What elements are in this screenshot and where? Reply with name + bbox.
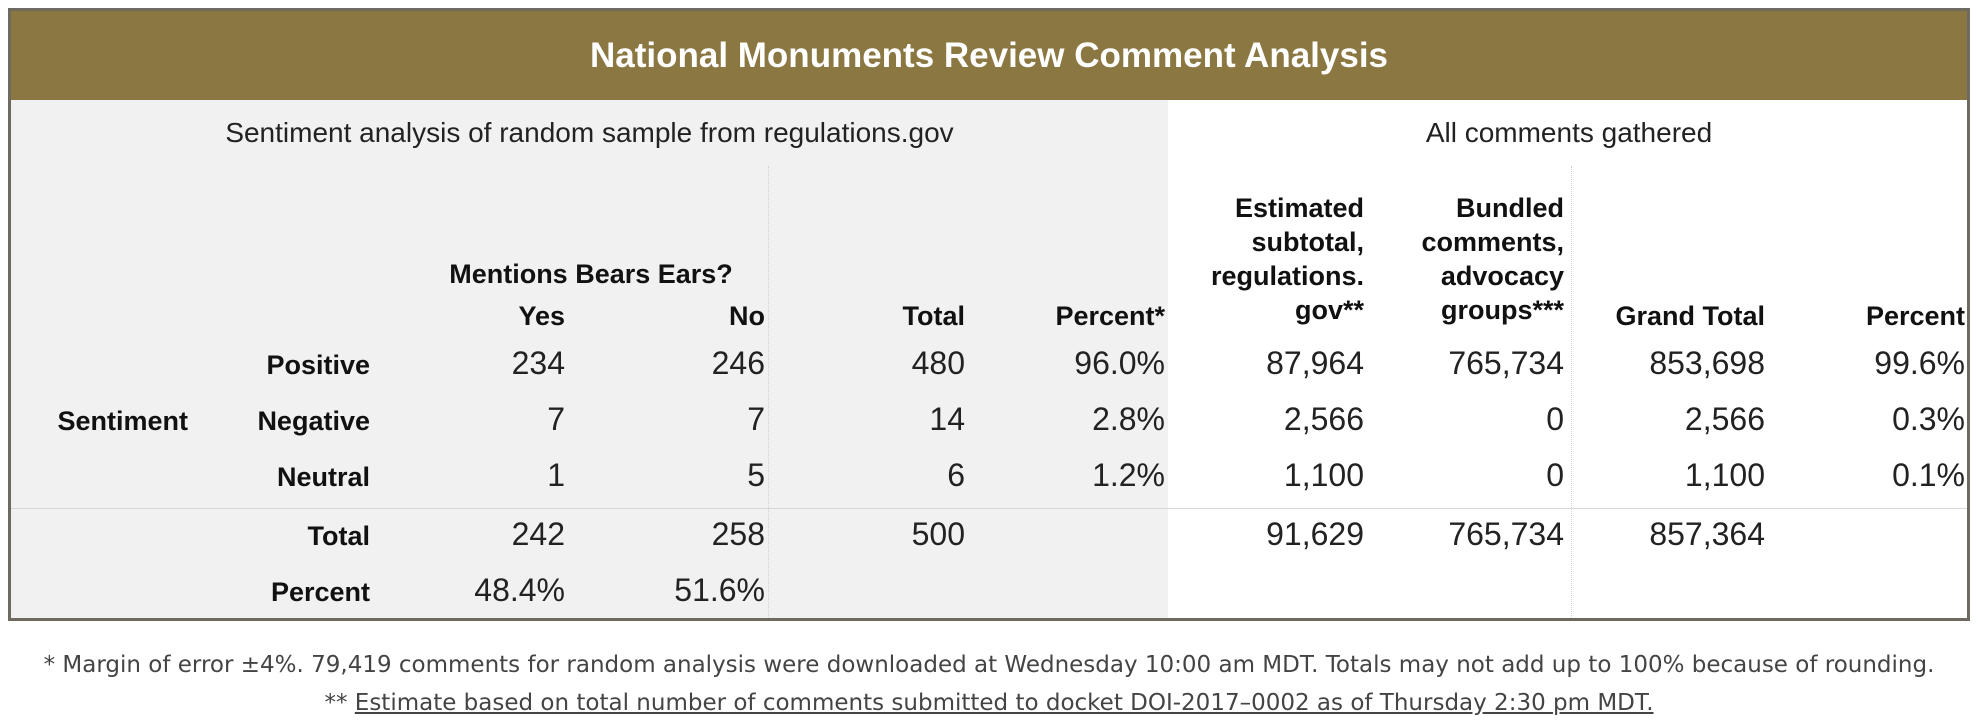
table-title: National Monuments Review Comment Analys… xyxy=(11,11,1967,100)
row-label-positive: Positive xyxy=(266,350,370,380)
estimated-header-line: Estimated xyxy=(1234,193,1364,223)
totals-divider xyxy=(11,508,1967,509)
row-label-negative: Negative xyxy=(257,406,370,436)
cell-positive-percent-star: 96.0% xyxy=(1074,345,1165,381)
row-label-percent: Percent xyxy=(270,577,370,607)
cell-total-grand-total: 857,364 xyxy=(1649,516,1765,552)
cell-total-no: 258 xyxy=(711,516,765,552)
cell-positive-percent: 99.6% xyxy=(1874,345,1965,381)
cell-positive-no: 246 xyxy=(711,345,765,381)
cell-negative-percent: 0.3% xyxy=(1892,401,1965,437)
cell-neutral-percent: 0.1% xyxy=(1892,457,1965,493)
mentions-bears-ears-header: Mentions Bears Ears? xyxy=(449,259,733,289)
bundled-header-line: advocacy xyxy=(1440,261,1564,291)
total-column-header: Total xyxy=(902,301,966,331)
cell-total-bundled: 765,734 xyxy=(1448,516,1564,552)
sample-analysis-panel xyxy=(11,100,1168,618)
bundled-header-line: Bundled xyxy=(1456,193,1564,223)
bundled-header-line: comments, xyxy=(1421,227,1564,257)
estimated-subtotal-header: Estimated subtotal, regulations. gov** xyxy=(1174,191,1364,327)
cell-negative-percent-star: 2.8% xyxy=(1092,401,1165,437)
cell-total-total: 500 xyxy=(911,516,965,552)
all-comments-panel xyxy=(1168,100,1967,618)
yes-column-header: Yes xyxy=(518,301,565,331)
row-label-total: Total xyxy=(307,521,371,551)
cell-percent-yes: 48.4% xyxy=(474,572,565,608)
bundled-header-line: groups*** xyxy=(1440,295,1564,325)
cell-positive-estimated: 87,964 xyxy=(1266,345,1364,381)
cell-neutral-bundled: 0 xyxy=(1546,457,1564,493)
estimated-header-line: subtotal, xyxy=(1251,227,1365,257)
docket-estimate-link[interactable]: Estimate based on total number of commen… xyxy=(354,690,1654,716)
cell-neutral-grand-total: 1,100 xyxy=(1684,457,1765,493)
cell-neutral-total: 6 xyxy=(947,457,965,493)
footnote-estimate: ** Estimate based on total number of com… xyxy=(0,690,1978,716)
left-section-heading: Sentiment analysis of random sample from… xyxy=(225,117,954,148)
cell-negative-grand-total: 2,566 xyxy=(1684,401,1765,437)
cell-negative-estimated: 2,566 xyxy=(1283,401,1364,437)
percent-column-header: Percent xyxy=(1865,301,1965,331)
column-divider xyxy=(1571,166,1572,618)
comment-analysis-table: National Monuments Review Comment Analys… xyxy=(8,8,1970,621)
footnote-marker: ** xyxy=(324,690,355,716)
cell-negative-total: 14 xyxy=(929,401,965,437)
cell-negative-yes: 7 xyxy=(547,401,565,437)
sentiment-row-group-label: Sentiment xyxy=(57,406,188,436)
percent-star-column-header: Percent* xyxy=(1055,301,1165,331)
no-column-header: No xyxy=(729,301,765,331)
cell-negative-bundled: 0 xyxy=(1546,401,1564,437)
cell-total-estimated: 91,629 xyxy=(1266,516,1364,552)
cell-neutral-yes: 1 xyxy=(547,457,565,493)
cell-positive-yes: 234 xyxy=(511,345,565,381)
footnote-margin-of-error: * Margin of error ±4%. 79,419 comments f… xyxy=(43,652,1935,678)
cell-neutral-no: 5 xyxy=(747,457,765,493)
row-label-neutral: Neutral xyxy=(276,462,370,492)
estimated-header-line: gov** xyxy=(1294,295,1364,325)
cell-positive-bundled: 765,734 xyxy=(1448,345,1564,381)
column-divider xyxy=(768,166,769,618)
bundled-comments-header: Bundled comments, advocacy groups*** xyxy=(1374,191,1564,327)
estimated-header-line: regulations. xyxy=(1210,261,1364,291)
grand-total-column-header: Grand Total xyxy=(1615,301,1765,331)
cell-total-yes: 242 xyxy=(511,516,565,552)
cell-positive-grand-total: 853,698 xyxy=(1649,345,1765,381)
cell-positive-total: 480 xyxy=(911,345,965,381)
right-section-heading: All comments gathered xyxy=(1425,117,1713,148)
cell-percent-no: 51.6% xyxy=(674,572,765,608)
cell-neutral-estimated: 1,100 xyxy=(1283,457,1364,493)
cell-negative-no: 7 xyxy=(747,401,765,437)
cell-neutral-percent-star: 1.2% xyxy=(1092,457,1165,493)
